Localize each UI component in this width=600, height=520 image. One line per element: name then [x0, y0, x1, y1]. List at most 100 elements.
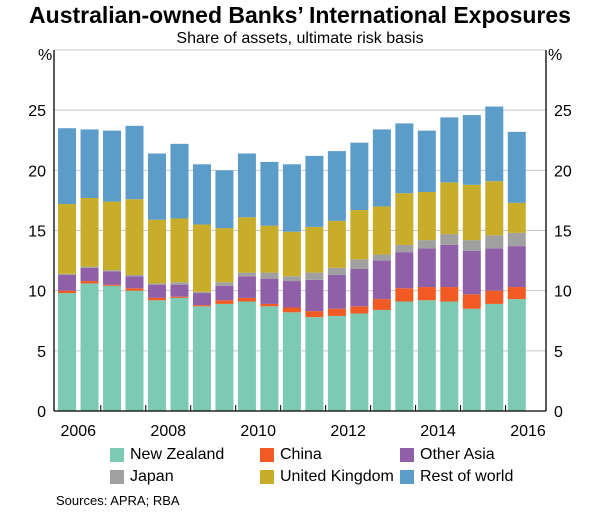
bar-segment: [192, 306, 211, 411]
bar-segment: [395, 123, 414, 194]
bar-segment: [305, 317, 324, 411]
bar-segment: [462, 308, 481, 411]
bar-segment: [192, 293, 211, 306]
bar-segment: [462, 114, 481, 185]
bar-segment: [282, 307, 301, 313]
bar-segment: [507, 299, 526, 411]
bar-segment: [125, 288, 144, 291]
bar-segment: [80, 267, 99, 282]
bar-segment: [147, 297, 166, 301]
bar-segment: [125, 125, 144, 200]
bar-segment: [327, 151, 346, 221]
bar-segment: [125, 199, 144, 276]
x-tick-label: 2016: [510, 423, 546, 440]
legend-label: Other Asia: [420, 446, 495, 463]
bar-segment: [305, 279, 324, 312]
bar-segment: [327, 220, 346, 268]
legend-label: China: [280, 446, 322, 463]
legend-item: Other Asia: [400, 446, 495, 464]
bar-segment: [350, 210, 369, 260]
legend-swatch: [400, 448, 414, 462]
bar-segment: [282, 281, 301, 308]
bar-segment: [58, 128, 77, 205]
bar-segment: [305, 155, 324, 227]
bar-segment: [58, 293, 77, 411]
bar-segment: [462, 250, 481, 295]
bar-segment: [507, 246, 526, 288]
bar-segment: [305, 226, 324, 273]
bar-segment: [417, 130, 436, 192]
y-tick-label-left: 15: [28, 224, 46, 241]
y-tick-label-right: 15: [554, 224, 572, 241]
bar-segment: [103, 271, 122, 285]
bar-segment: [305, 272, 324, 280]
bar-segment: [395, 301, 414, 411]
y-tick-label-right: 25: [554, 103, 572, 120]
bar-segment: [417, 300, 436, 411]
legend-label: United Kingdom: [280, 468, 394, 485]
bar-segment: [372, 129, 391, 207]
bar-segment: [260, 278, 279, 304]
y-tick-label-left: 10: [28, 284, 46, 301]
bar-segment: [147, 300, 166, 411]
bar-segment: [395, 193, 414, 245]
y-axis-unit-right: %: [548, 47, 563, 64]
legend-item: Japan: [110, 468, 174, 486]
bar-segment: [125, 276, 144, 289]
bar-segment: [485, 303, 504, 411]
legend-item: Rest of world: [400, 468, 513, 486]
bar-segment: [103, 130, 122, 202]
legend-label: Rest of world: [420, 468, 514, 485]
bar-segment: [395, 288, 414, 302]
bar-segment: [462, 184, 481, 241]
legend-item: China: [260, 446, 322, 464]
bar-segment: [507, 202, 526, 233]
bar-segment: [485, 181, 504, 236]
bar-segment: [125, 275, 144, 277]
bar-segment: [327, 315, 346, 411]
bar-segment: [170, 284, 189, 297]
y-tick-label-right: 0: [554, 404, 563, 421]
bar-segment: [260, 161, 279, 226]
y-tick-label-right: 20: [554, 163, 572, 180]
bar-segment: [417, 240, 436, 249]
bar-segment: [58, 290, 77, 294]
bar-segment: [215, 303, 234, 411]
bar-segment: [170, 143, 189, 219]
bar-segment: [395, 244, 414, 253]
bar-segment: [170, 297, 189, 411]
bar-segment: [260, 225, 279, 273]
bar-segment: [192, 305, 211, 307]
bar-segment: [440, 182, 459, 235]
bar-segment: [417, 248, 436, 288]
bar-segment: [282, 312, 301, 411]
bar-segment: [327, 275, 346, 309]
legend-swatch: [110, 470, 124, 484]
bar-segment: [103, 201, 122, 271]
bar-segment: [440, 244, 459, 288]
bar-segment: [147, 283, 166, 285]
bar-segment: [507, 131, 526, 203]
bar-segment: [485, 290, 504, 304]
bar-segment: [485, 235, 504, 249]
bar-segment: [372, 309, 391, 411]
bar-segment: [305, 311, 324, 318]
bar-segment: [80, 266, 99, 268]
legend-swatch: [260, 448, 274, 462]
bar-segment: [327, 267, 346, 276]
y-tick-label-left: 0: [37, 404, 46, 421]
y-tick-label-left: 25: [28, 103, 46, 120]
bar-segment: [282, 231, 301, 277]
chart-title: Australian-owned Banks’ International Ex…: [29, 2, 571, 28]
bar-segment: [215, 228, 234, 283]
bar-segment: [58, 273, 77, 276]
legend-label: Japan: [130, 468, 174, 485]
legend-swatch: [110, 448, 124, 462]
bar-segment: [372, 254, 391, 261]
bar-segment: [170, 218, 189, 283]
bar-segment: [395, 252, 414, 289]
bar-segment: [372, 260, 391, 300]
x-tick-label: 2010: [240, 423, 276, 440]
bar-segment: [417, 191, 436, 241]
